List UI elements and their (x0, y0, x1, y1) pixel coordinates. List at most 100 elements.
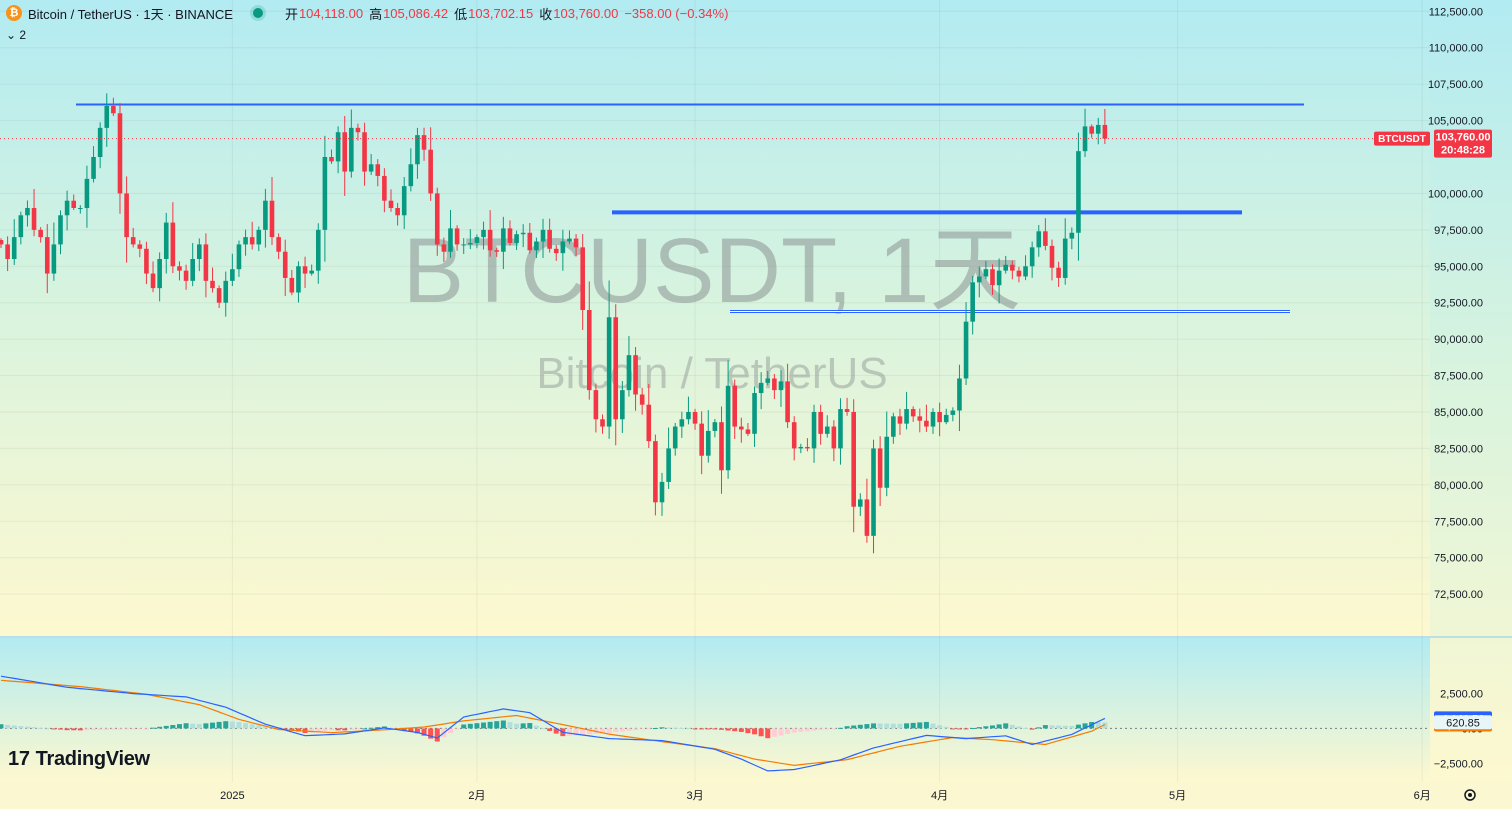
candle-body (864, 499, 870, 536)
candle-body (838, 409, 843, 449)
candle-body (692, 411, 698, 424)
macd-histogram-bar (831, 728, 837, 730)
candle-body (884, 436, 890, 488)
candle-body (679, 419, 685, 427)
time-tick-label: 6月 (1414, 790, 1431, 802)
macd-histogram-bar (566, 728, 572, 736)
macd-histogram-bar (771, 728, 777, 737)
candle-body (249, 237, 255, 245)
macd-histogram-bar (143, 728, 149, 730)
indicator-count[interactable]: ⌄ 2 (6, 28, 27, 42)
candle-body (157, 258, 162, 289)
macd-histogram-bar (725, 728, 731, 731)
price-tick-label: 85,000.00 (1434, 407, 1483, 419)
candle-body (388, 200, 394, 208)
candle-body (428, 149, 433, 194)
tradingview-logo[interactable]: 17 TradingView (8, 748, 150, 771)
price-tick-label: 80,000.00 (1434, 480, 1483, 492)
macd-histogram-bar (117, 728, 123, 730)
candle-body (415, 135, 420, 165)
watermark-sub: Bitcoin / TetherUS (536, 349, 887, 398)
candle-body (653, 441, 658, 503)
candle-body (144, 248, 149, 274)
macd-histogram-bar (778, 728, 784, 736)
macd-histogram-bar (329, 728, 334, 731)
macd-histogram-bar (917, 722, 923, 729)
price-tick-label: 77,500.00 (1434, 516, 1483, 528)
macd-histogram-bar (533, 725, 539, 729)
candle-body (1062, 238, 1068, 278)
macd-histogram-bar (467, 723, 473, 729)
macd-histogram-bar (626, 728, 632, 731)
candle-body (494, 250, 500, 252)
candle-body (527, 232, 533, 251)
macd-histogram-bar (500, 720, 506, 729)
macd-histogram-bar (243, 723, 249, 729)
tradingview-brand-text: TradingView (35, 748, 150, 770)
macd-histogram-bar (765, 728, 771, 739)
low-value: 103,702.15 (468, 5, 534, 21)
candle-body (593, 390, 599, 420)
candle-body (534, 241, 539, 251)
macd-line (0, 675, 1106, 772)
grid-lines (0, 0, 1430, 782)
candle-body (666, 448, 671, 482)
candle-body (296, 266, 301, 293)
macd-histogram-bar (315, 728, 321, 732)
candle-body (765, 378, 771, 383)
macd-histogram-bar (904, 723, 910, 729)
macd-histogram-bar (937, 725, 943, 729)
macd-histogram-bar (666, 727, 672, 729)
candle-body (824, 426, 830, 434)
candle-body (501, 228, 506, 252)
candle-body (1036, 231, 1042, 248)
macd-histogram-bar (203, 723, 209, 729)
indicator-toggle[interactable]: ⌄ 2 (6, 28, 26, 42)
macd-histogram-bar (1036, 727, 1042, 729)
macd-histogram-bar (137, 728, 143, 730)
candle-body (639, 394, 645, 405)
settings-gear-icon[interactable] (1464, 789, 1476, 801)
candle-body (124, 193, 129, 238)
macd-histogram-bar (91, 728, 97, 731)
candle-body (368, 164, 374, 172)
macd-histogram-bar (408, 728, 414, 733)
symbol-watermark: BTCUSDT, 1天 Bitcoin / TetherUS (403, 220, 1022, 398)
candle-body (745, 429, 751, 434)
candle-body (434, 193, 440, 245)
market-status-icon[interactable] (252, 8, 263, 18)
macd-histogram-bar (857, 724, 863, 729)
price-tick-label: 97,500.00 (1434, 225, 1483, 237)
macd-histogram-bar (236, 721, 242, 729)
macd-histogram-bar (910, 722, 916, 729)
macd-histogram-bar (176, 724, 182, 729)
macd-histogram-bar (31, 727, 37, 729)
candle-body (0, 240, 4, 245)
time-scale[interactable]: 2025 2月 3月 4月 5月 6月 (220, 790, 1431, 802)
macd-histogram-bar (1082, 723, 1088, 729)
macd-tags: 4,140.56 3,519.71 620.85 (1434, 711, 1492, 732)
macd-histogram-bar (71, 728, 77, 731)
macd-histogram-bar (1102, 722, 1108, 729)
candle-body (580, 247, 585, 310)
candle-body (197, 244, 202, 259)
macd-histogram-bar (1042, 725, 1048, 729)
macd-histogram-bar (368, 727, 374, 729)
macd-histogram-bar (322, 728, 328, 731)
price-scale[interactable]: 112,500.00 110,000.00 107,500.00 105,000.00… (1428, 6, 1483, 601)
horizontal-levels[interactable] (76, 103, 1304, 313)
macd-histogram-bar (150, 727, 156, 729)
macd-histogram-bar (487, 721, 493, 729)
symbol-title[interactable]: Bitcoin / TetherUS · 1天 · BINANCE (28, 6, 233, 22)
candle-body (84, 178, 90, 208)
macd-histogram-bar (837, 727, 843, 729)
candle-body (1056, 267, 1061, 278)
candle-body (31, 207, 37, 230)
candle-body (163, 222, 169, 259)
macd-histogram-bar (262, 726, 268, 729)
price-tick-label: 72,500.00 (1434, 589, 1483, 601)
open-label: 开 (284, 6, 298, 22)
close-value: 103,760.00 (553, 5, 619, 21)
